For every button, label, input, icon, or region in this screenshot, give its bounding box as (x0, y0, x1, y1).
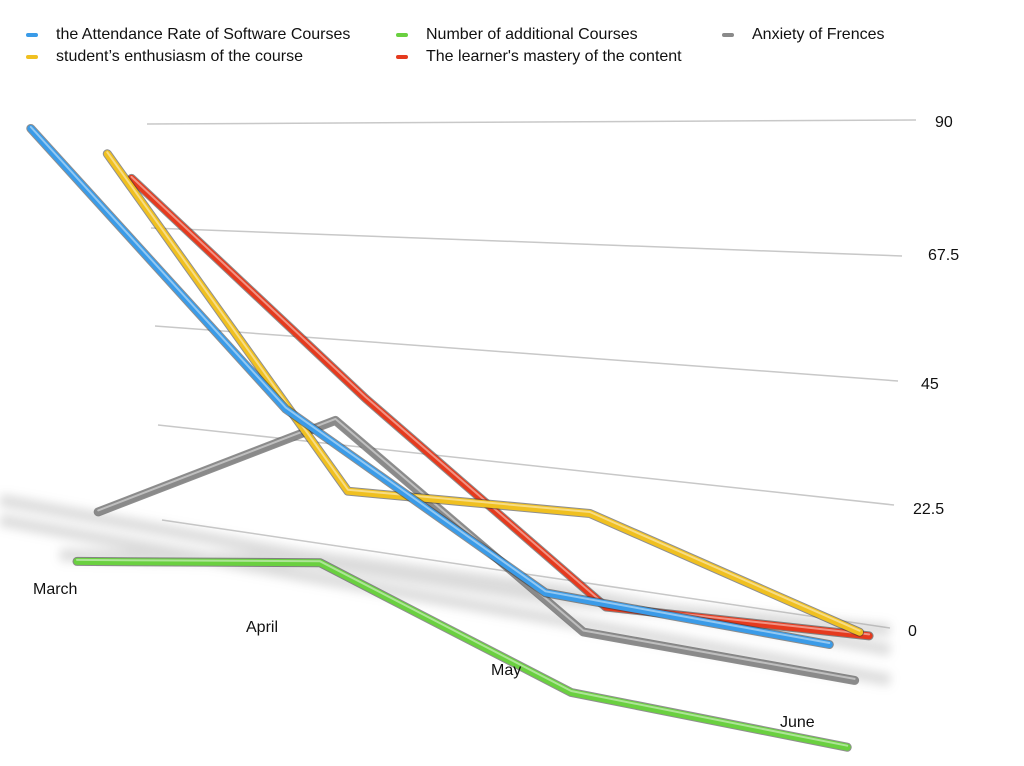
legend-item: The learner's mastery of the content (396, 48, 682, 66)
legend-swatch (26, 33, 38, 37)
legend-swatch (396, 33, 408, 37)
legend-swatch (722, 33, 734, 37)
legend-label: Anxiety of Frences (752, 26, 885, 43)
gridline (154, 325, 899, 382)
gridline (146, 119, 917, 125)
legend-item: Number of additional Courses (396, 26, 638, 44)
x-tick-label: April (246, 619, 278, 636)
legend-swatch (396, 55, 408, 59)
legend-label: Number of additional Courses (426, 26, 638, 43)
legend-item: the Attendance Rate of Software Courses (26, 26, 350, 44)
y-tick-label: 0 (908, 623, 917, 640)
series-line (26, 124, 834, 649)
legend-item: student’s enthusiasm of the course (26, 48, 303, 66)
y-tick-label: 22.5 (913, 501, 944, 518)
x-tick-label: March (33, 581, 77, 598)
gridline (150, 227, 903, 257)
legend-item: Anxiety of Frences (722, 26, 885, 44)
legend-swatch (26, 55, 38, 59)
legend-label: the Attendance Rate of Software Courses (56, 26, 351, 43)
x-tick-label: May (491, 662, 521, 679)
gridline (157, 424, 895, 506)
legend-label: student’s enthusiasm of the course (56, 48, 303, 65)
y-tick-label: 45 (921, 376, 939, 393)
series-line (102, 149, 865, 637)
legend-label: The learner's mastery of the content (426, 48, 682, 65)
chart-legend: the Attendance Rate of Software Courses s… (0, 0, 1024, 80)
y-tick-label: 67.5 (928, 247, 959, 264)
series-line (93, 415, 860, 685)
series-line (72, 556, 852, 752)
y-tick-label: 90 (935, 114, 953, 131)
x-tick-label: June (780, 714, 815, 731)
